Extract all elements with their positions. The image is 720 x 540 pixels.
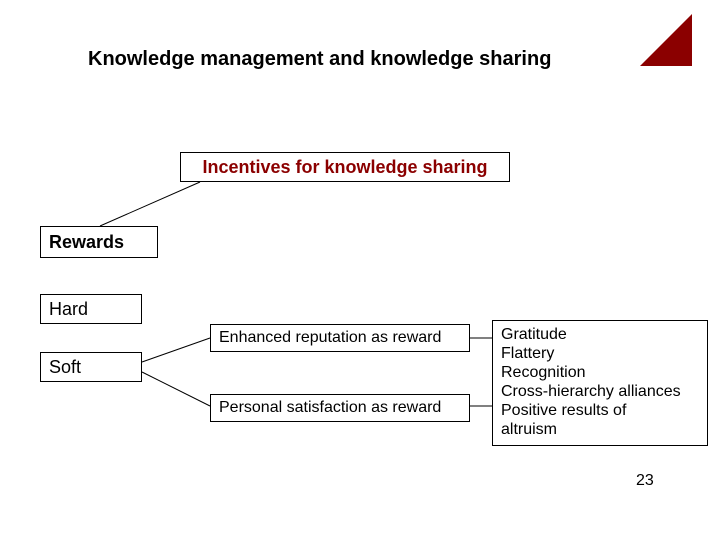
reward-list-item: Recognition	[501, 363, 681, 382]
node-rewards-label: Rewards	[49, 232, 124, 253]
reward-list-item: Flattery	[501, 344, 681, 363]
node-personal-satisfaction: Personal satisfaction as reward	[210, 394, 470, 422]
node-soft: Soft	[40, 352, 142, 382]
node-enhanced-reputation-label: Enhanced reputation as reward	[219, 329, 441, 347]
node-soft-label: Soft	[49, 357, 81, 378]
reward-list-item: Gratitude	[501, 325, 681, 344]
page-number: 23	[636, 472, 654, 490]
node-rewards: Rewards	[40, 226, 158, 258]
node-personal-satisfaction-label: Personal satisfaction as reward	[219, 399, 441, 417]
node-reward-list: GratitudeFlatteryRecognitionCross-hierar…	[492, 320, 708, 446]
node-reward-list-content: GratitudeFlatteryRecognitionCross-hierar…	[501, 325, 681, 439]
node-incentives-label: Incentives for knowledge sharing	[202, 157, 487, 178]
node-hard-label: Hard	[49, 299, 88, 320]
connector-lines	[0, 0, 720, 540]
node-incentives: Incentives for knowledge sharing	[180, 152, 510, 182]
reward-list-item: Cross-hierarchy alliances	[501, 382, 681, 401]
node-hard: Hard	[40, 294, 142, 324]
node-enhanced-reputation: Enhanced reputation as reward	[210, 324, 470, 352]
page-title: Knowledge management and knowledge shari…	[88, 48, 551, 71]
reward-list-item: Positive results of	[501, 401, 681, 420]
reward-list-item: altruism	[501, 420, 681, 439]
corner-triangle-icon	[640, 14, 692, 66]
